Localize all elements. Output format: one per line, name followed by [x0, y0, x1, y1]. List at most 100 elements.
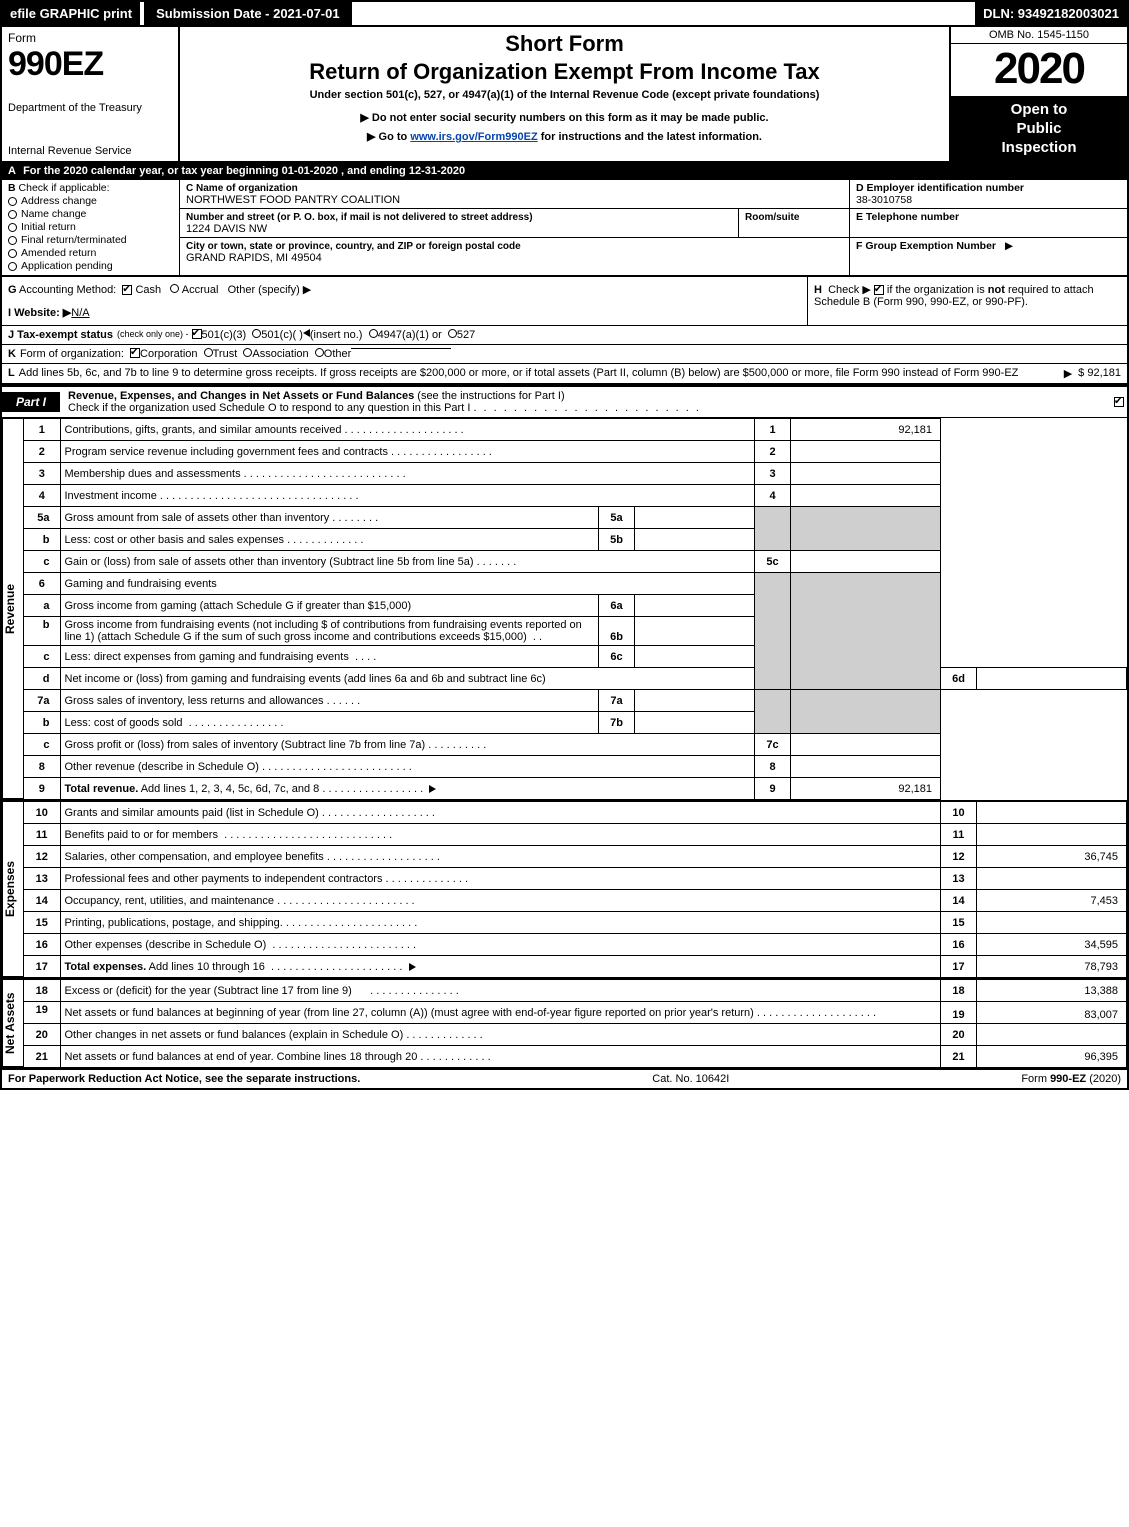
h-label: H: [814, 284, 822, 296]
l-row: L Add lines 5b, 6c, and 7b to line 9 to …: [2, 364, 1127, 385]
revenue-section: Revenue 1Contributions, gifts, grants, a…: [2, 418, 1127, 801]
line-6d-desc: Net income or (loss) from gaming and fun…: [65, 673, 546, 685]
ein-value: 38-3010758: [856, 194, 912, 206]
g-line: G Accounting Method: Cash Accrual Other …: [8, 283, 801, 296]
cat-no: Cat. No. 10642I: [360, 1073, 1021, 1085]
line-5c-no: 5c: [755, 551, 791, 573]
f-arrow: ▶: [1005, 240, 1013, 252]
chk-application-pending[interactable]: Application pending: [8, 260, 173, 272]
line-10: 10Grants and similar amounts paid (list …: [24, 802, 1127, 824]
line-11-desc: Benefits paid to or for members: [65, 829, 218, 841]
line-6c: cLess: direct expenses from gaming and f…: [24, 646, 1127, 668]
other-specify: Other (specify) ▶: [228, 284, 312, 296]
note2-pre: ▶ Go to: [367, 131, 410, 143]
expenses-table: 10Grants and similar amounts paid (list …: [24, 801, 1127, 978]
line-20: 20Other changes in net assets or fund ba…: [24, 1024, 1127, 1046]
line-17-amount: 78,793: [977, 956, 1127, 978]
k-other: Other: [324, 348, 352, 360]
line-10-desc: Grants and similar amounts paid (list in…: [65, 807, 319, 819]
schedule-o-checkbox[interactable]: [1114, 397, 1124, 407]
expenses-section: Expenses 10Grants and similar amounts pa…: [2, 801, 1127, 979]
line-17: 17Total expenses. Add lines 10 through 1…: [24, 956, 1127, 978]
f-label: F Group Exemption Number: [856, 240, 996, 252]
k-assoc-checkbox[interactable]: [243, 348, 252, 357]
dept-line-1: Department of the Treasury: [8, 102, 172, 114]
k-other-input[interactable]: [351, 348, 451, 349]
j-527-checkbox[interactable]: [448, 329, 457, 338]
k-row: K Form of organization: Corporation Trus…: [2, 345, 1127, 364]
line-16-amount: 34,595: [977, 934, 1127, 956]
k-other-checkbox[interactable]: [315, 348, 324, 357]
line-6a-sub: 6a: [599, 595, 635, 617]
k-corp-checkbox[interactable]: [130, 348, 140, 358]
line-11: 11Benefits paid to or for members . . . …: [24, 824, 1127, 846]
j-501c3: 501(c)(3): [202, 329, 247, 341]
c-label: C: [186, 183, 193, 194]
cash-checkbox[interactable]: [122, 285, 132, 295]
chk-name-change[interactable]: Name change: [8, 208, 173, 220]
k-trust-checkbox[interactable]: [204, 348, 213, 357]
part-1-title-block: Revenue, Expenses, and Changes in Net As…: [60, 387, 1111, 417]
line-13-desc: Professional fees and other payments to …: [65, 873, 383, 885]
entity-box: B Check if applicable: Address change Na…: [2, 180, 1127, 277]
line-17-desc: Total expenses.: [65, 961, 147, 973]
form-990ez-page: efile GRAPHIC print Submission Date - 20…: [0, 0, 1129, 1090]
phone-cell: E Telephone number: [850, 209, 1127, 238]
e-label: E Telephone number: [856, 211, 959, 223]
line-8-desc: Other revenue (describe in Schedule O): [65, 761, 259, 773]
l-arrow: ▶: [1064, 367, 1072, 380]
opt-address-change: Address change: [21, 195, 97, 207]
tax-year-text: For the 2020 calendar year, or tax year …: [23, 165, 465, 177]
org-name: NORTHWEST FOOD PANTRY COALITION: [186, 194, 400, 206]
line-7b: bLess: cost of goods sold . . . . . . . …: [24, 712, 1127, 734]
opt-application-pending: Application pending: [21, 260, 113, 272]
revenue-table: 1Contributions, gifts, grants, and simil…: [24, 418, 1127, 800]
part-1-header: Part I Revenue, Expenses, and Changes in…: [2, 385, 1127, 418]
website-value: N/A: [71, 307, 89, 319]
line-7a-desc: Gross sales of inventory, less returns a…: [65, 695, 324, 707]
accrual-checkbox[interactable]: [170, 284, 179, 293]
line-9: 9Total revenue. Add lines 1, 2, 3, 4, 5c…: [24, 778, 1127, 800]
line-18: 18Excess or (deficit) for the year (Subt…: [24, 980, 1127, 1002]
circle-icon: [8, 262, 17, 271]
line-a-label: A: [8, 165, 20, 177]
h-checkbox[interactable]: [874, 285, 884, 295]
line-7c-desc: Gross profit or (loss) from sales of inv…: [65, 739, 426, 751]
part-1-checkbox-cell: [1111, 396, 1127, 408]
address-row: Number and street (or P. O. box, if mail…: [180, 209, 849, 238]
line-18-desc: Excess or (deficit) for the year (Subtra…: [65, 985, 352, 997]
c-name-label: Name of organization: [196, 183, 298, 194]
addr-label: Number and street (or P. O. box, if mail…: [186, 212, 533, 223]
chk-final-return[interactable]: Final return/terminated: [8, 234, 173, 246]
header-center: Short Form Return of Organization Exempt…: [180, 27, 949, 161]
g-h-row: G Accounting Method: Cash Accrual Other …: [2, 277, 1127, 326]
opt-final-return: Final return/terminated: [21, 234, 127, 246]
j-501c3-checkbox[interactable]: [192, 329, 202, 339]
org-name-row: C Name of organization NORTHWEST FOOD PA…: [180, 180, 849, 209]
circle-icon: [8, 210, 17, 219]
part-1-title: Revenue, Expenses, and Changes in Net As…: [68, 390, 414, 402]
line-19-desc: Net assets or fund balances at beginning…: [65, 1007, 754, 1019]
j-4947-checkbox[interactable]: [369, 329, 378, 338]
line-5b: bLess: cost or other basis and sales exp…: [24, 529, 1127, 551]
inspect-1: Open to: [1011, 101, 1068, 118]
opt-amended-return: Amended return: [21, 247, 96, 259]
line-6a: aGross income from gaming (attach Schedu…: [24, 595, 1127, 617]
line-1-amount: 92,181: [791, 419, 941, 441]
part-1-schedule-o-check: Check if the organization used Schedule …: [68, 402, 470, 414]
group-exemption-cell: F Group Exemption Number ▶: [850, 238, 1127, 275]
note2-post: for instructions and the latest informat…: [538, 131, 762, 143]
line-7a-sub: 7a: [599, 690, 635, 712]
circle-icon: [8, 249, 17, 258]
short-form-title: Short Form: [188, 31, 941, 57]
chk-amended-return[interactable]: Amended return: [8, 247, 173, 259]
chk-address-change[interactable]: Address change: [8, 195, 173, 207]
line-6b-sub: 6b: [599, 617, 635, 646]
j-row: J Tax-exempt status (check only one) - 5…: [2, 326, 1127, 345]
instructions-link[interactable]: www.irs.gov/Form990EZ: [410, 131, 537, 143]
efile-badge[interactable]: efile GRAPHIC print: [2, 2, 140, 25]
j-501c-checkbox[interactable]: [252, 329, 261, 338]
chk-initial-return[interactable]: Initial return: [8, 221, 173, 233]
b-label: B: [8, 182, 16, 194]
opt-name-change: Name change: [21, 208, 86, 220]
